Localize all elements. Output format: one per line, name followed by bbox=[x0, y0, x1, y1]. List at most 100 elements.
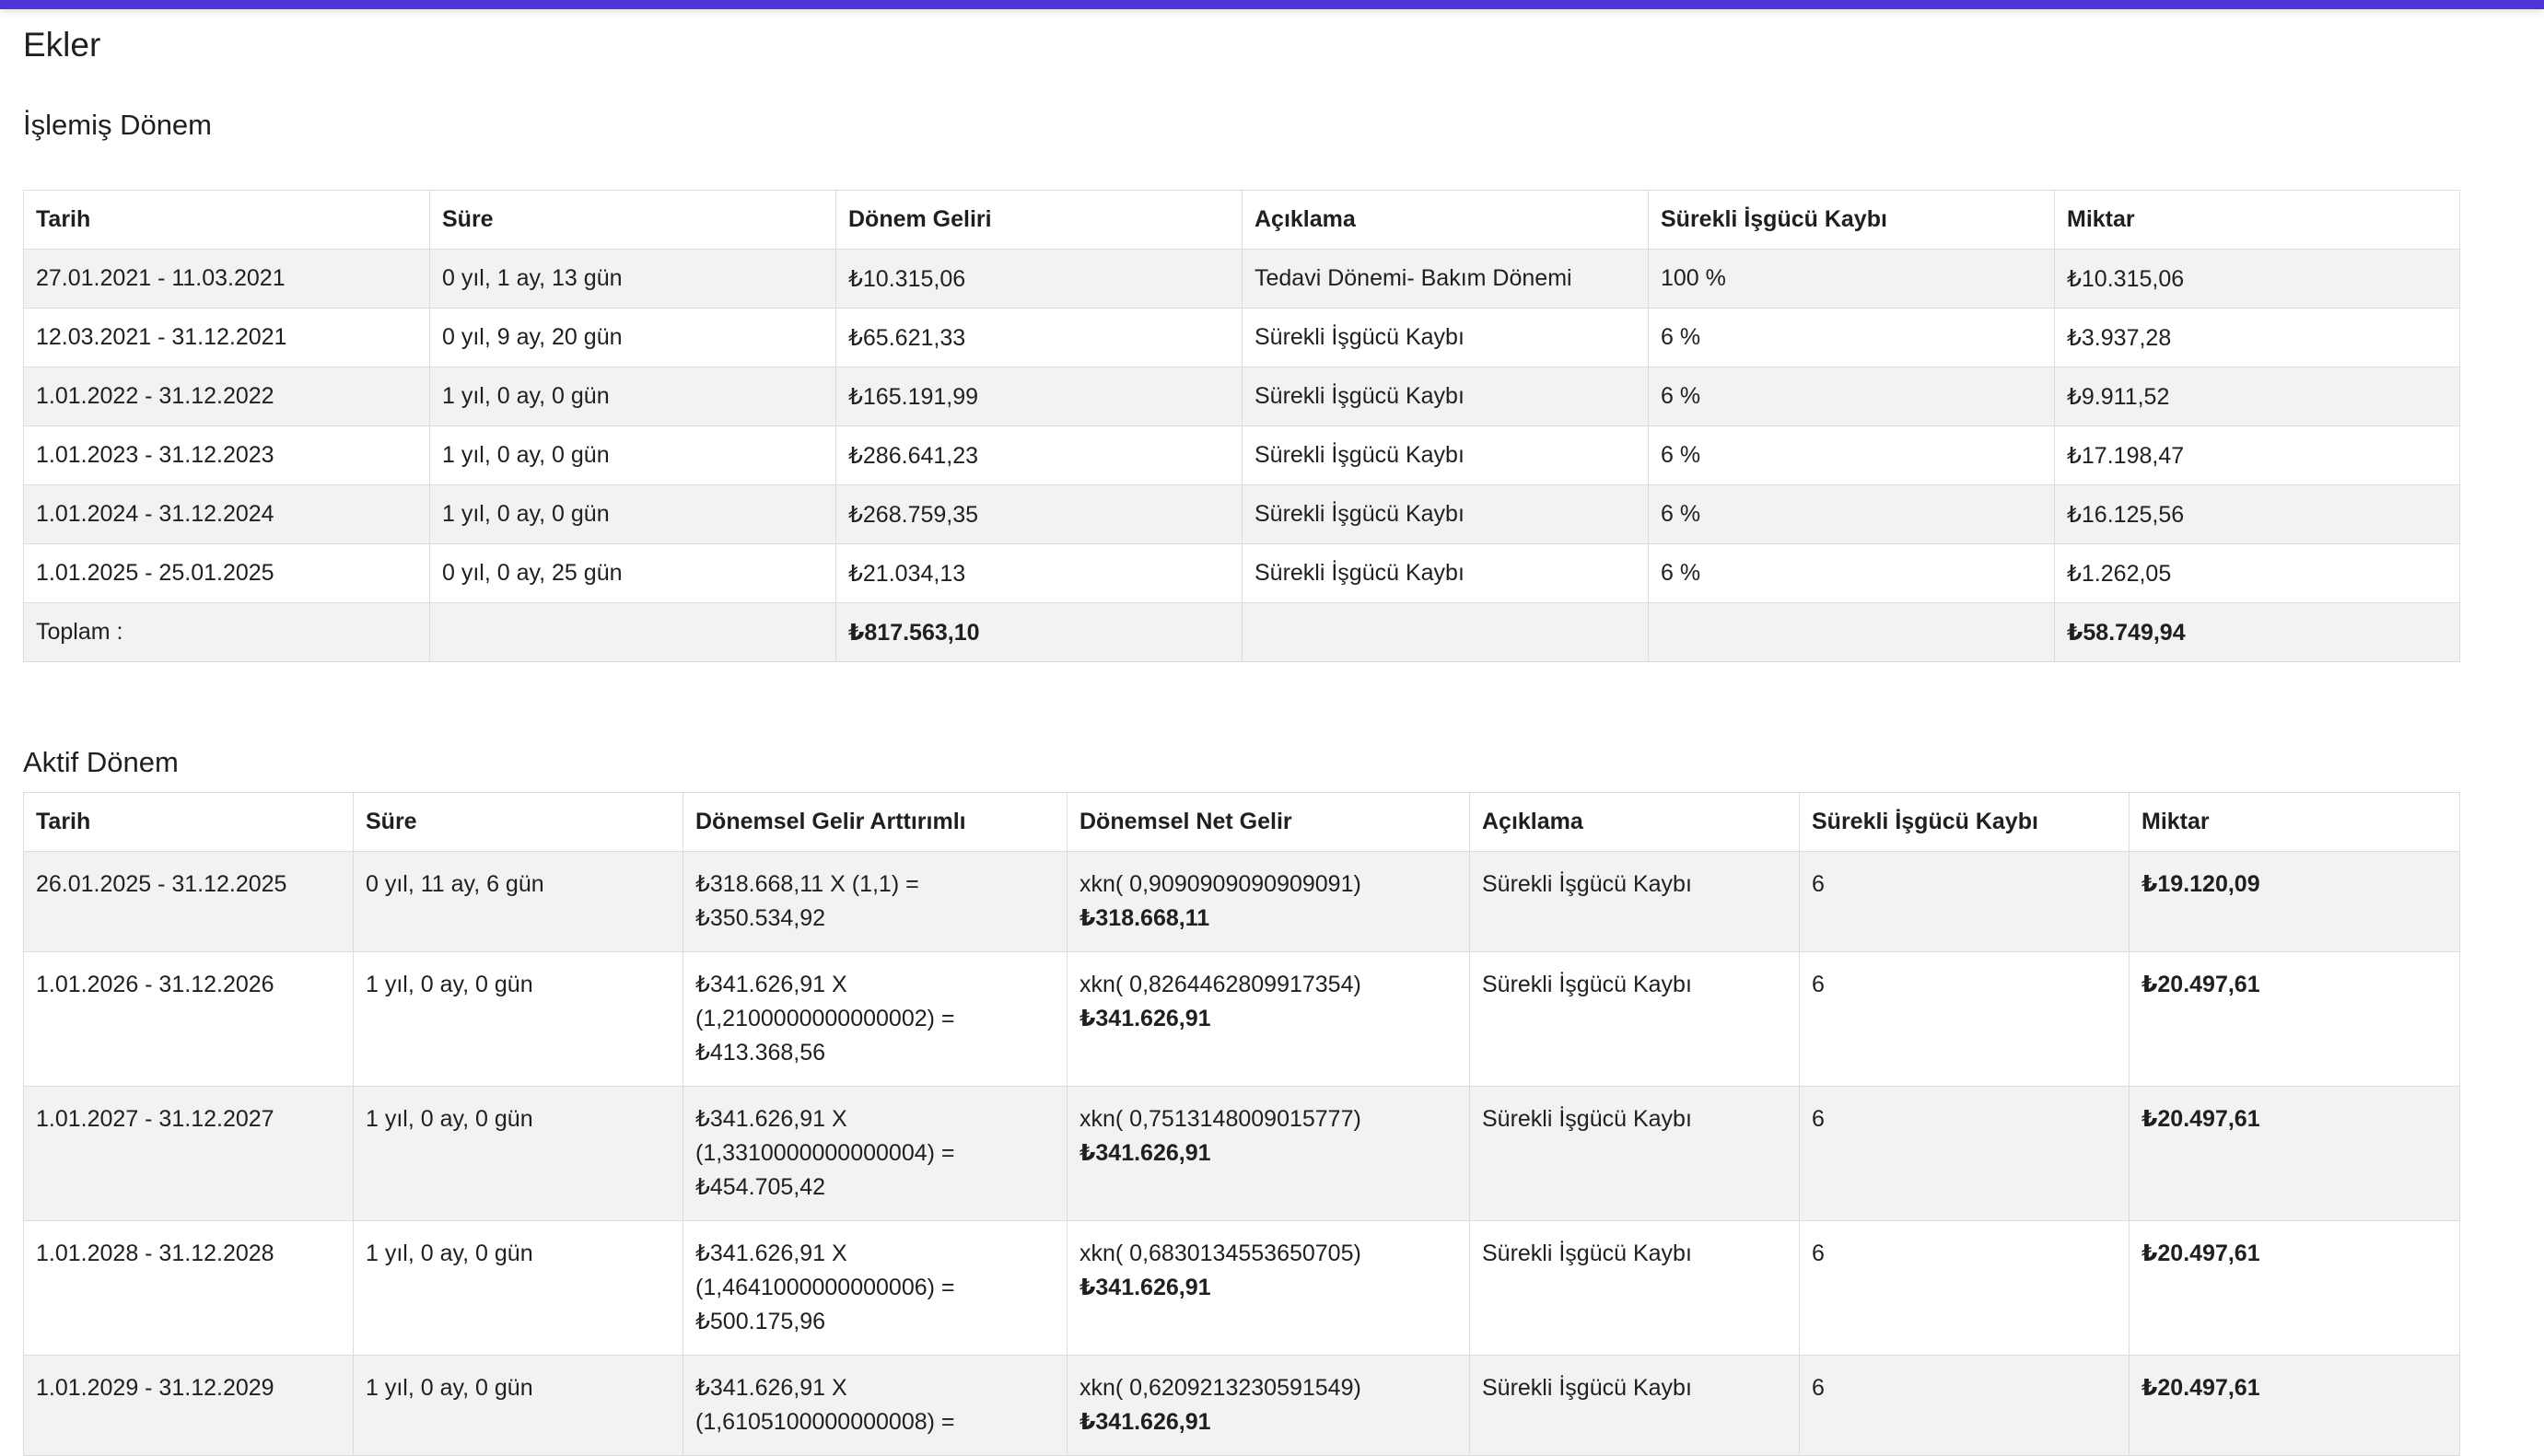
top-accent-bar bbox=[0, 0, 2544, 9]
cell-miktar: ₺20.497,61 bbox=[2129, 951, 2460, 1087]
cell-sure: 1 yıl, 0 ay, 0 gün bbox=[429, 425, 836, 485]
cell-donemsel-net-gelir: xkn( 0,6209213230591549) ₺341.626,91 bbox=[1067, 1355, 1470, 1456]
cell-aciklama: Sürekli İşgücü Kaybı bbox=[1469, 951, 1800, 1087]
column-header-tarih: Tarih bbox=[23, 792, 354, 852]
cell-surekli-isgucu-kaybi: 6 bbox=[1799, 851, 2130, 952]
cell-donemsel-gelir-arttirimli: ₺341.626,91 X (1,3310000000000004) = ₺454.… bbox=[683, 1086, 1068, 1221]
net-gelir-value: ₺341.626,91 bbox=[1079, 1275, 1211, 1300]
cell-aciklama: Sürekli İşgücü Kaybı bbox=[1242, 367, 1649, 426]
cell-miktar: ₺20.497,61 bbox=[2129, 1086, 2460, 1221]
cell-miktar: ₺3.937,28 bbox=[2054, 308, 2460, 367]
cell-miktar: ₺9.911,52 bbox=[2054, 367, 2460, 426]
net-gelir-formula: xkn( 0,7513148009015777) bbox=[1079, 1106, 1361, 1132]
cell-sure: 1 yıl, 0 ay, 0 gün bbox=[353, 1220, 683, 1356]
net-gelir-formula: xkn( 0,8264462809917354) bbox=[1079, 972, 1361, 997]
cell-surekli-isgucu-kaybi: 6 % bbox=[1648, 484, 2055, 544]
table-row: 1.01.2026 - 31.12.2026 1 yıl, 0 ay, 0 gün… bbox=[23, 951, 2460, 1087]
cell-sure: 1 yıl, 0 ay, 0 gün bbox=[429, 367, 836, 426]
column-header-aciklama: Açıklama bbox=[1469, 792, 1800, 852]
cell-donemsel-gelir-arttirimli: ₺318.668,11 X (1,1) = ₺350.534,92 bbox=[683, 851, 1068, 952]
table-row: 27.01.2021 - 11.03.2021 0 yıl, 1 ay, 13 g… bbox=[23, 249, 2460, 309]
cell-surekli-isgucu-kaybi: 6 % bbox=[1648, 308, 2055, 367]
cell-sure: 0 yıl, 1 ay, 13 gün bbox=[429, 249, 836, 309]
cell-surekli-isgucu-kaybi: 6 bbox=[1799, 1355, 2130, 1456]
cell-donemsel-gelir-arttirimli: ₺341.626,91 X (1,4641000000000006) = ₺500.… bbox=[683, 1220, 1068, 1356]
cell-sure: 0 yıl, 11 ay, 6 gün bbox=[353, 851, 683, 952]
cell-donemsel-gelir-arttirimli: ₺341.626,91 X (1,6105100000000008) = bbox=[683, 1355, 1068, 1456]
cell-aciklama: Sürekli İşgücü Kaybı bbox=[1469, 1086, 1800, 1221]
cell-miktar: ₺20.497,61 bbox=[2129, 1220, 2460, 1356]
cell-donemsel-net-gelir: xkn( 0,8264462809917354) ₺341.626,91 bbox=[1067, 951, 1470, 1087]
cell-donemsel-gelir-arttirimli: ₺341.626,91 X (1,2100000000000002) = ₺413.… bbox=[683, 951, 1068, 1087]
column-header-surekli-isgucu-kaybi: Sürekli İşgücü Kaybı bbox=[1648, 190, 2055, 250]
table-row: 1.01.2029 - 31.12.2029 1 yıl, 0 ay, 0 gün… bbox=[23, 1355, 2460, 1456]
section-title-aktif-donem: Aktif Dönem bbox=[23, 746, 179, 778]
section-title-islemis-donem: İşlemiş Dönem bbox=[23, 109, 212, 141]
cell-tarih: 1.01.2027 - 31.12.2027 bbox=[23, 1086, 354, 1221]
cell-miktar: ₺19.120,09 bbox=[2129, 851, 2460, 952]
cell-sure: 1 yıl, 0 ay, 0 gün bbox=[353, 1355, 683, 1456]
column-header-surekli-isgucu-kaybi: Sürekli İşgücü Kaybı bbox=[1799, 792, 2130, 852]
net-gelir-formula: xkn( 0,9090909090909091) bbox=[1079, 871, 1361, 897]
cell-tarih: 1.01.2023 - 31.12.2023 bbox=[23, 425, 430, 485]
table-row: 26.01.2025 - 31.12.2025 0 yıl, 11 ay, 6 g… bbox=[23, 851, 2460, 952]
cell-miktar: ₺1.262,05 bbox=[2054, 543, 2460, 603]
cell-donemsel-net-gelir: xkn( 0,9090909090909091) ₺318.668,11 bbox=[1067, 851, 1470, 952]
cell-tarih: 1.01.2028 - 31.12.2028 bbox=[23, 1220, 354, 1356]
cell-tarih: 1.01.2029 - 31.12.2029 bbox=[23, 1355, 354, 1456]
cell-surekli-isgucu-kaybi: 6 bbox=[1799, 1220, 2130, 1356]
cell-sure: 0 yıl, 0 ay, 25 gün bbox=[429, 543, 836, 603]
total-empty-cell bbox=[1648, 602, 2055, 662]
cell-surekli-isgucu-kaybi: 6 % bbox=[1648, 543, 2055, 603]
column-header-aciklama: Açıklama bbox=[1242, 190, 1649, 250]
column-header-sure: Süre bbox=[353, 792, 683, 852]
table-row: 1.01.2023 - 31.12.2023 1 yıl, 0 ay, 0 gün… bbox=[23, 425, 2460, 485]
cell-aciklama: Sürekli İşgücü Kaybı bbox=[1469, 1355, 1800, 1456]
table-row: 1.01.2025 - 25.01.2025 0 yıl, 0 ay, 25 gü… bbox=[23, 543, 2460, 603]
cell-donem-geliri: ₺10.315,06 bbox=[835, 249, 1243, 309]
cell-aciklama: Sürekli İşgücü Kaybı bbox=[1469, 1220, 1800, 1356]
gelir-line: ₺500.175,96 bbox=[695, 1309, 826, 1334]
total-donem-geliri: ₺817.563,10 bbox=[835, 602, 1243, 662]
cell-aciklama: Tedavi Dönemi- Bakım Dönemi bbox=[1242, 249, 1649, 309]
cell-tarih: 1.01.2026 - 31.12.2026 bbox=[23, 951, 354, 1087]
column-header-sure: Süre bbox=[429, 190, 836, 250]
cell-sure: 0 yıl, 9 ay, 20 gün bbox=[429, 308, 836, 367]
gelir-line: (1,4641000000000006) = bbox=[695, 1275, 955, 1300]
table-row: 12.03.2021 - 31.12.2021 0 yıl, 9 ay, 20 g… bbox=[23, 308, 2460, 367]
cell-miktar: ₺16.125,56 bbox=[2054, 484, 2460, 544]
cell-aciklama: Sürekli İşgücü Kaybı bbox=[1469, 851, 1800, 952]
cell-tarih: 12.03.2021 - 31.12.2021 bbox=[23, 308, 430, 367]
cell-tarih: 26.01.2025 - 31.12.2025 bbox=[23, 851, 354, 952]
cell-donem-geliri: ₺65.621,33 bbox=[835, 308, 1243, 367]
total-label: Toplam : bbox=[23, 602, 430, 662]
column-header-donemsel-gelir-arttirimli: Dönemsel Gelir Arttırımlı bbox=[683, 792, 1068, 852]
cell-surekli-isgucu-kaybi: 6 % bbox=[1648, 367, 2055, 426]
cell-donem-geliri: ₺21.034,13 bbox=[835, 543, 1243, 603]
cell-miktar: ₺10.315,06 bbox=[2054, 249, 2460, 309]
cell-surekli-isgucu-kaybi: 6 % bbox=[1648, 425, 2055, 485]
net-gelir-value: ₺341.626,91 bbox=[1079, 1409, 1211, 1435]
cell-donemsel-net-gelir: xkn( 0,6830134553650705) ₺341.626,91 bbox=[1067, 1220, 1470, 1356]
cell-tarih: 27.01.2021 - 11.03.2021 bbox=[23, 249, 430, 309]
total-row: Toplam : ₺817.563,10 ₺58.749,94 bbox=[23, 602, 2460, 662]
table-header-row: Tarih Süre Dönem Geliri Açıklama Sürekli… bbox=[23, 190, 2460, 250]
net-gelir-value: ₺318.668,11 bbox=[1079, 905, 1210, 931]
cell-aciklama: Sürekli İşgücü Kaybı bbox=[1242, 484, 1649, 544]
gelir-line: ₺341.626,91 X bbox=[695, 1241, 847, 1266]
net-gelir-value: ₺341.626,91 bbox=[1079, 1140, 1211, 1166]
cell-surekli-isgucu-kaybi: 6 bbox=[1799, 951, 2130, 1087]
net-gelir-formula: xkn( 0,6830134553650705) bbox=[1079, 1241, 1361, 1266]
table-row: 1.01.2027 - 31.12.2027 1 yıl, 0 ay, 0 gün… bbox=[23, 1086, 2460, 1221]
column-header-donem-geliri: Dönem Geliri bbox=[835, 190, 1243, 250]
gelir-line: (1,3310000000000004) = bbox=[695, 1140, 955, 1166]
gelir-line: (1,6105100000000008) = bbox=[695, 1409, 955, 1435]
cell-tarih: 1.01.2025 - 25.01.2025 bbox=[23, 543, 430, 603]
cell-aciklama: Sürekli İşgücü Kaybı bbox=[1242, 425, 1649, 485]
total-miktar: ₺58.749,94 bbox=[2054, 602, 2460, 662]
aktif-donem-table: Tarih Süre Dönemsel Gelir Arttırımlı Dön… bbox=[23, 792, 2460, 1456]
cell-surekli-isgucu-kaybi: 100 % bbox=[1648, 249, 2055, 309]
net-gelir-value: ₺341.626,91 bbox=[1079, 1006, 1211, 1031]
column-header-tarih: Tarih bbox=[23, 190, 430, 250]
table-row: 1.01.2028 - 31.12.2028 1 yıl, 0 ay, 0 gün… bbox=[23, 1220, 2460, 1356]
